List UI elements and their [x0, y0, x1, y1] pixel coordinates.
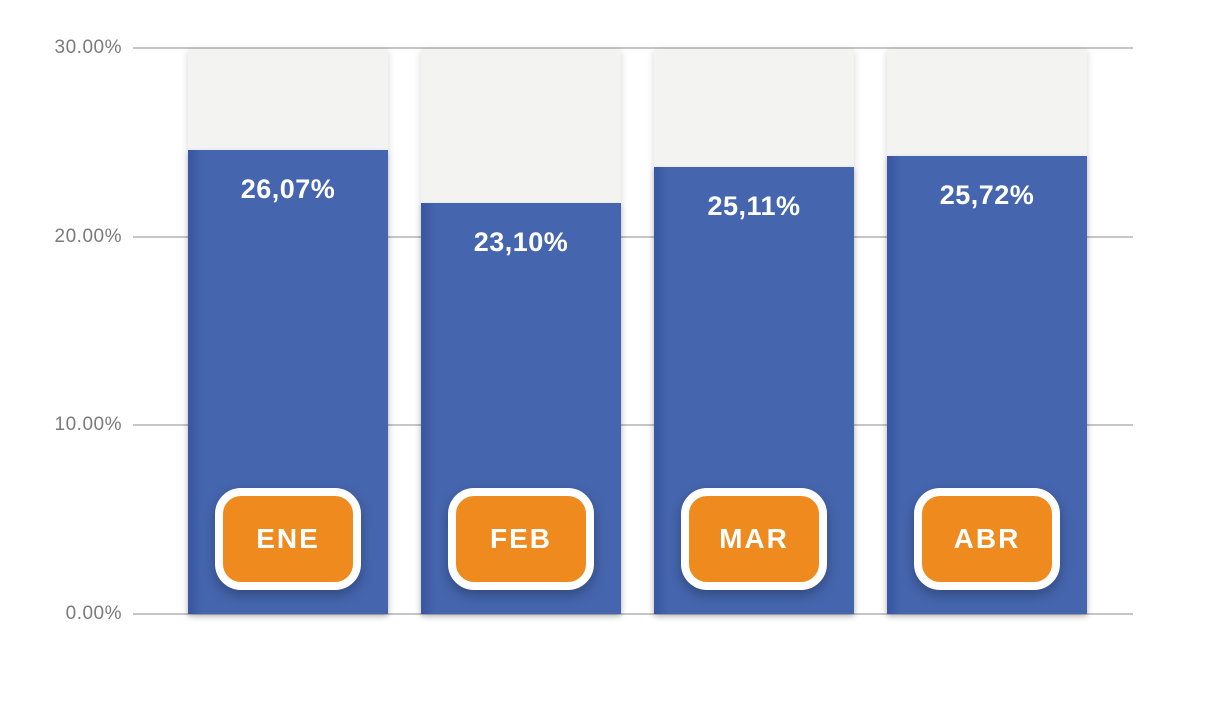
y-gridline [133, 424, 1133, 427]
y-gridline [133, 235, 1133, 238]
month-badge-label: ABR [953, 523, 1021, 554]
y-tick-label: 0.00% [65, 603, 122, 624]
y-gridline [133, 46, 1133, 49]
bar-value-label: 26,07% [240, 174, 336, 204]
month-badge-label: ENE [256, 523, 320, 554]
y-gridline [133, 613, 1133, 615]
month-badge-abr: ABR [914, 488, 1060, 590]
y-tick-label: 30.00% [54, 36, 122, 58]
month-badge-label: FEB [490, 523, 552, 554]
month-badge-mar: MAR [681, 488, 827, 590]
month-badge-label: MAR [719, 523, 789, 554]
bar-value-label: 23,10% [473, 227, 569, 257]
month-badge-ene: ENE [215, 488, 361, 590]
bar-value-label: 25,72% [939, 180, 1035, 210]
y-tick-label: 20.00% [54, 225, 122, 247]
month-badge-feb: FEB [448, 488, 594, 590]
bar-value-label: 25,11% [707, 191, 801, 221]
y-tick-label: 10.00% [54, 414, 122, 436]
